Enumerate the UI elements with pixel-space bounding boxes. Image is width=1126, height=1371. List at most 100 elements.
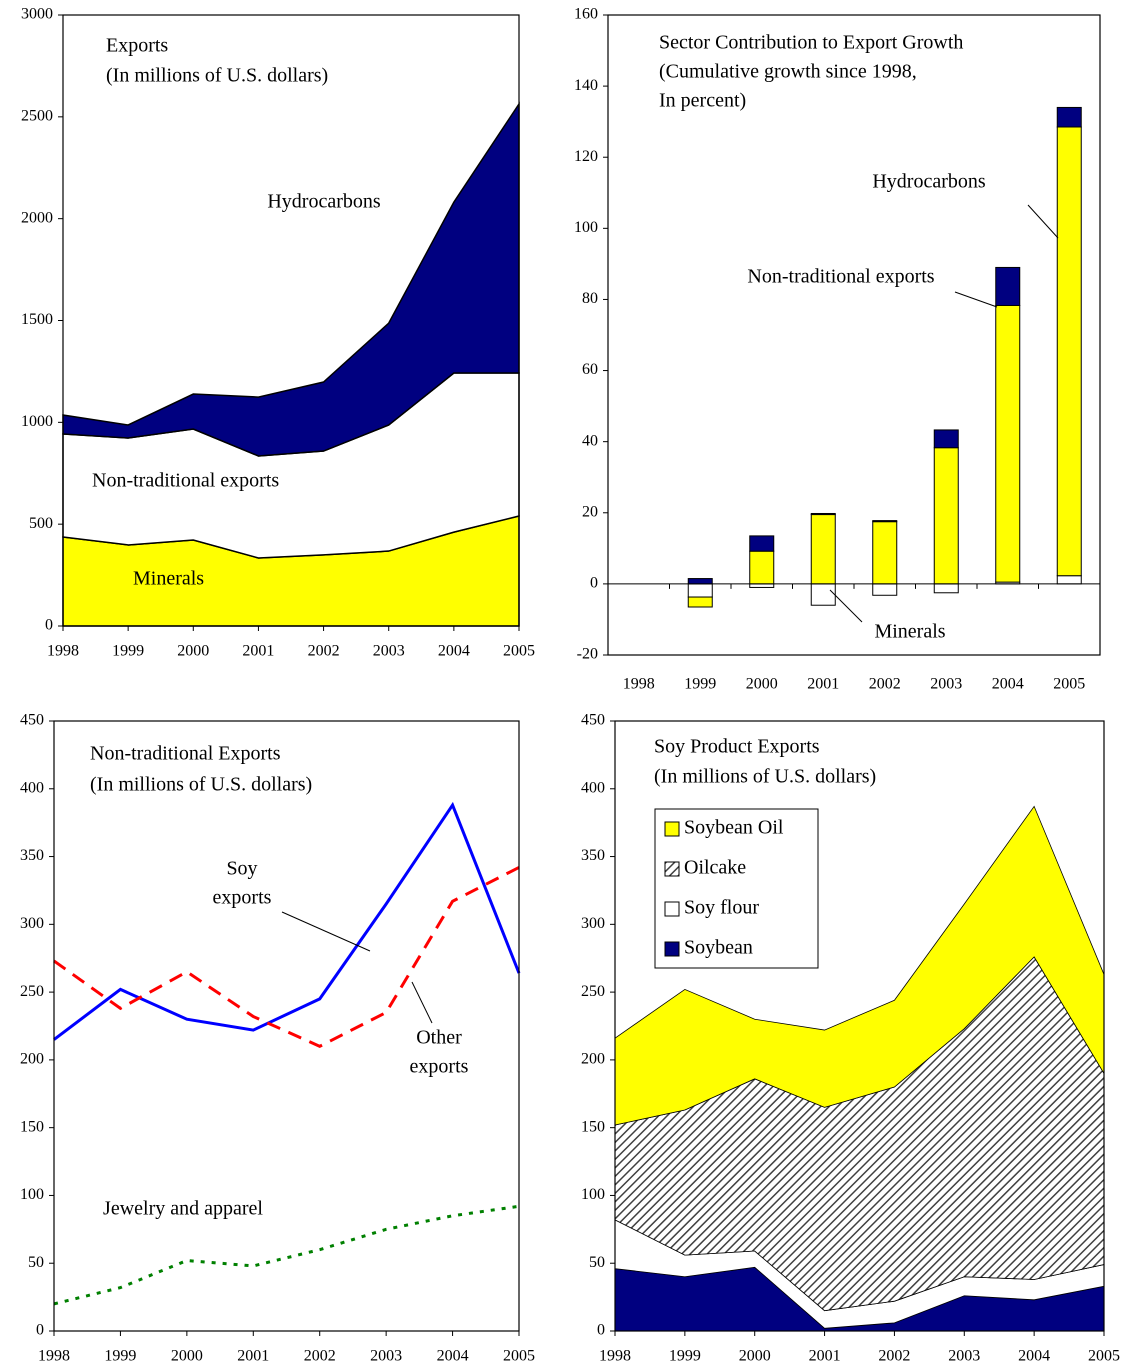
x-tick-label: 2002	[308, 643, 340, 660]
x-tick-label: 2003	[370, 1348, 402, 1365]
x-tick-label: 2004	[438, 643, 470, 660]
bar-segment	[933, 429, 959, 449]
x-tick-label: 2001	[809, 1348, 841, 1365]
legend-swatch	[664, 861, 680, 877]
bar-segment	[687, 578, 713, 585]
series-label: Minerals	[133, 568, 204, 590]
series-label: exports	[410, 1056, 469, 1078]
legend-label: Soybean Oil	[684, 817, 784, 839]
chart-panel: 0 500 1000 1500 2000 2500 3000 1998 1999 2000 2001…	[21, 6, 535, 660]
series-label: Hydrocarbons	[872, 171, 986, 193]
y-tick-label: 200	[581, 1051, 605, 1068]
y-tick-label: 20	[582, 503, 598, 520]
series-label: Minerals	[874, 621, 945, 643]
bar-segment	[687, 596, 713, 608]
y-tick-label: 100	[20, 1186, 44, 1203]
x-tick-label: 1998	[599, 1348, 631, 1365]
y-tick-label: 150	[20, 1118, 44, 1135]
x-tick-label: 2001	[807, 676, 839, 693]
chart-title: Exports	[106, 35, 168, 57]
x-tick-label: 2003	[930, 676, 962, 693]
x-tick-label: 2004	[437, 1348, 469, 1365]
plot-frame	[607, 14, 1101, 656]
y-tick-label: 1500	[21, 311, 53, 328]
x-tick-label: 2002	[878, 1348, 910, 1365]
bar-segment	[810, 512, 836, 516]
bar-segment	[1056, 126, 1082, 577]
y-tick-label: 350	[581, 847, 605, 864]
chart-title: Non-traditional Exports	[90, 743, 281, 765]
bar-segment	[749, 535, 775, 552]
legend-label: Soybean	[684, 937, 753, 959]
y-tick-label: 250	[20, 983, 44, 1000]
series-label: exports	[213, 887, 272, 909]
y-tick-label: 40	[582, 432, 598, 449]
x-tick-label: 2004	[1018, 1348, 1050, 1365]
line	[53, 1204, 520, 1306]
plot-frame	[62, 14, 520, 627]
bar-segment	[749, 550, 775, 585]
x-tick-label: 2000	[177, 643, 209, 660]
y-tick-label: 0	[590, 575, 598, 592]
y-tick-label: 1000	[21, 413, 53, 430]
y-tick-label: -20	[577, 646, 598, 663]
bar-segment	[872, 521, 898, 585]
y-tick-label: 300	[581, 915, 605, 932]
plot-frame	[614, 720, 1105, 1332]
x-tick-label: 2005	[503, 1348, 535, 1365]
leader-line	[954, 291, 998, 308]
chart-title: (Cumulative growth since 1998,	[659, 61, 917, 83]
line	[53, 866, 520, 1048]
legend-swatch	[664, 901, 680, 917]
y-tick-label: 50	[589, 1254, 605, 1271]
y-tick-label: 120	[574, 148, 598, 165]
y-tick-label: 60	[582, 361, 598, 378]
y-tick-label: 100	[581, 1186, 605, 1203]
x-tick-label: 1999	[684, 676, 716, 693]
x-tick-label: 2002	[869, 676, 901, 693]
x-tick-label: 2000	[171, 1348, 203, 1365]
chart-title: Sector Contribution to Export Growth	[659, 32, 963, 54]
y-tick-label: 50	[28, 1254, 44, 1271]
bar-segment	[872, 520, 898, 523]
line	[53, 801, 521, 1041]
chart-title: In percent)	[659, 90, 746, 112]
leader-line	[829, 589, 863, 623]
legend-box	[654, 808, 819, 969]
chart-panel: 0 50 100 150 200 250 300 350 400 450 1998 1999 2000 2…	[581, 712, 1120, 1365]
y-tick-label: 2500	[21, 108, 53, 125]
chart-panel: -20 0 20 40 60 80 100 120 140 160 1998 1999 2000 2001…	[574, 6, 1101, 693]
leader-line	[1027, 204, 1059, 239]
legend-swatch	[664, 941, 680, 957]
chart-panel: 0 50 100 150 200 250 300 350 400 450 1998 1999 2000 2…	[20, 712, 535, 1365]
x-tick-label: 2005	[503, 643, 535, 660]
series-label: Soy	[226, 858, 257, 880]
y-tick-label: 400	[20, 779, 44, 796]
chart-title: (In millions of U.S. dollars)	[106, 65, 328, 87]
bar-segment	[872, 583, 898, 596]
y-tick-label: 150	[581, 1118, 605, 1135]
x-tick-label: 1998	[47, 643, 79, 660]
y-tick-label: 140	[574, 77, 598, 94]
x-tick-label: 2005	[1088, 1348, 1120, 1365]
bar-segment	[1056, 106, 1082, 128]
y-tick-label: 160	[574, 6, 598, 23]
legend-label: Soy flour	[684, 897, 759, 919]
x-tick-label: 2005	[1053, 676, 1085, 693]
leader-line	[411, 981, 433, 1024]
bar-segment	[995, 304, 1021, 583]
y-tick-label: 400	[581, 779, 605, 796]
y-tick-label: 0	[597, 1322, 605, 1339]
y-tick-label: 0	[36, 1322, 44, 1339]
chart-title: Soy Product Exports	[654, 736, 820, 758]
x-tick-label: 2001	[242, 643, 274, 660]
series-label: Hydrocarbons	[267, 191, 381, 213]
legend-label: Oilcake	[684, 857, 746, 879]
x-tick-label: 1999	[112, 643, 144, 660]
x-tick-label: 1998	[38, 1348, 70, 1365]
y-tick-label: 80	[582, 290, 598, 307]
y-tick-label: 350	[20, 847, 44, 864]
legend-swatch	[664, 821, 680, 837]
series-label: Non-traditional exports	[747, 266, 934, 288]
